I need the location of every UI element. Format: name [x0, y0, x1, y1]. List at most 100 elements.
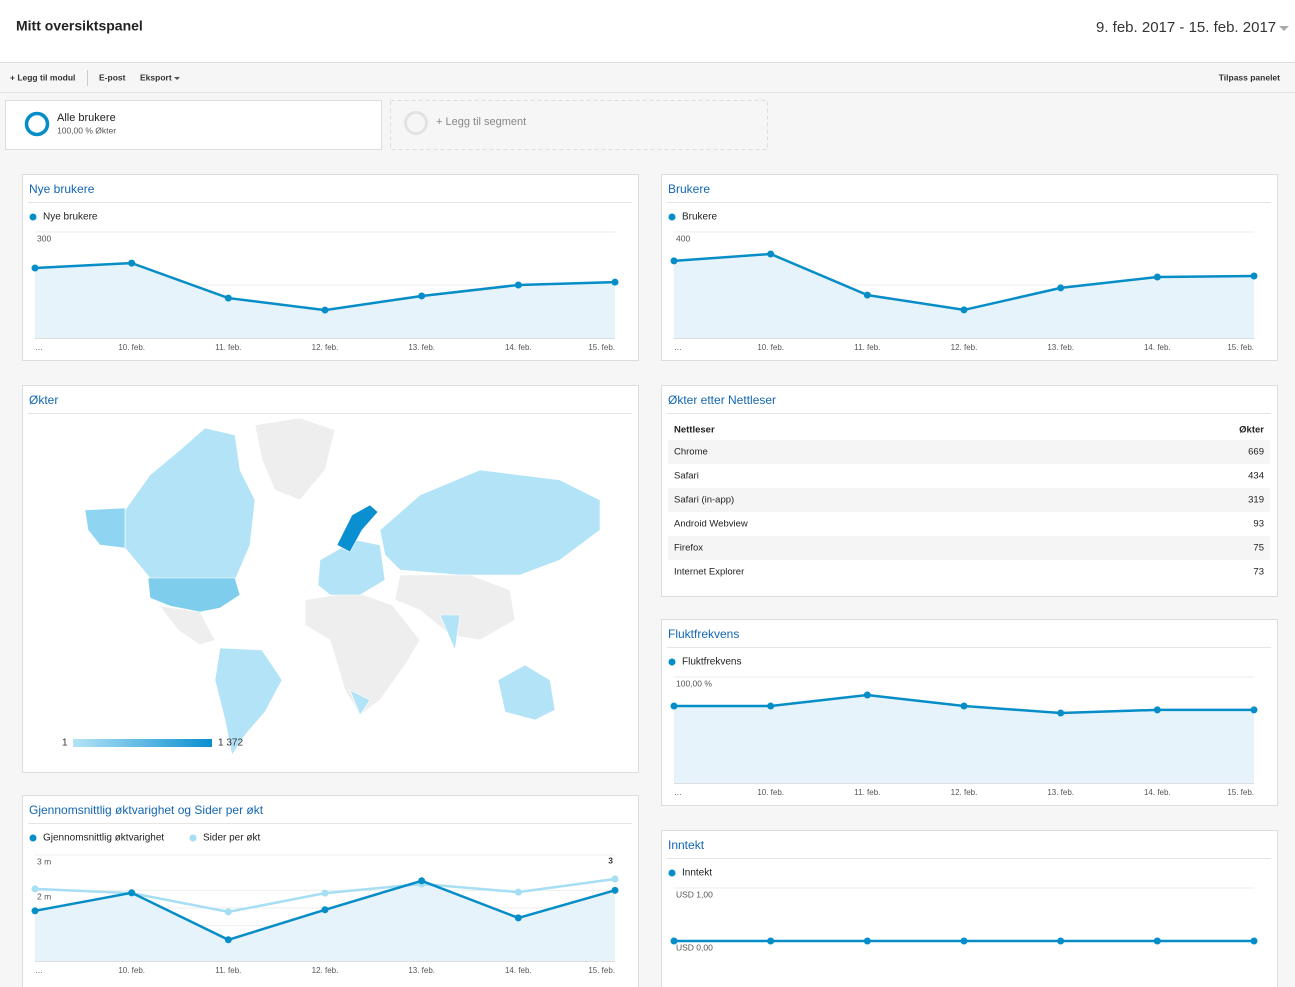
point [611, 886, 619, 894]
y-tick-label: 2 m [37, 892, 51, 902]
table-header: Økter [1239, 425, 1264, 436]
x-tick-label: … [35, 966, 43, 975]
x-tick-label: 13. feb. [408, 343, 435, 352]
point [960, 702, 968, 710]
table-row [668, 536, 1270, 560]
segment-card[interactable] [5, 100, 382, 150]
table-cell: 319 [1248, 495, 1264, 506]
card-title: Brukere [668, 182, 710, 196]
table-cell: 75 [1253, 543, 1264, 554]
point [224, 936, 232, 944]
segment-ring [24, 111, 50, 137]
point [1057, 709, 1065, 717]
point [1250, 706, 1258, 714]
x-tick-label: 12. feb. [951, 343, 978, 352]
legend-label: Fluktfrekvens [682, 657, 741, 668]
point [1057, 937, 1065, 945]
point [1250, 272, 1258, 280]
central-america [159, 605, 216, 646]
point [128, 259, 136, 267]
date-range[interactable]: 9. feb. 2017 - 15. feb. 2017 [1096, 19, 1276, 36]
world-map [84, 417, 601, 756]
point [863, 691, 871, 699]
email[interactable]: E-post [99, 72, 126, 82]
table-row [668, 560, 1270, 584]
add-module[interactable]: + Legg til modul [10, 72, 75, 82]
legend-dot [29, 213, 37, 221]
x-tick-label: 10. feb. [757, 343, 784, 352]
y-tick-label: 100,00 % [676, 678, 712, 688]
x-tick-label: 14. feb. [1144, 343, 1171, 352]
usa [147, 577, 241, 613]
x-tick-label: … [35, 343, 43, 352]
export-caret[interactable] [174, 77, 180, 80]
table-cell: Internet Explorer [674, 567, 744, 578]
x-tick-label: 15. feb. [588, 966, 615, 975]
x-tick-label: 13. feb. [408, 966, 435, 975]
point [670, 937, 678, 945]
legend-dot [668, 869, 676, 877]
add-segment[interactable]: + Legg til segment [436, 116, 526, 128]
legend-label: Gjennomsnittlig øktvarighet [43, 833, 164, 844]
area [35, 880, 615, 961]
x-tick-label: 12. feb. [312, 966, 339, 975]
card-title: Nye brukere [29, 182, 95, 196]
x-tick-label: 10. feb. [118, 343, 145, 352]
point [418, 292, 426, 300]
point [960, 937, 968, 945]
x-tick-label: … [674, 343, 682, 352]
x-tick-label: 14. feb. [505, 966, 532, 975]
y-tick-label: USD 0,00 [676, 942, 713, 952]
point [224, 908, 232, 916]
card-title: Inntekt [668, 838, 705, 852]
x-tick-label: 15. feb. [1227, 343, 1254, 352]
y-tick-label: 400 [676, 233, 690, 243]
point [514, 281, 522, 289]
asia [394, 574, 516, 641]
point [1153, 273, 1161, 281]
australia [497, 664, 556, 721]
point [863, 937, 871, 945]
x-tick-label: 14. feb. [505, 343, 532, 352]
x-tick-label: 11. feb. [215, 966, 241, 975]
south-africa [349, 689, 371, 716]
greenland [254, 417, 336, 501]
segment-name: Alle brukere [57, 112, 116, 124]
add-segment-card[interactable] [390, 100, 768, 150]
map-legend-gradient [73, 739, 212, 747]
europe [317, 539, 386, 596]
table-cell: 73 [1253, 567, 1264, 578]
x-tick-label: 12. feb. [951, 788, 978, 797]
x-tick-label: 14. feb. [1144, 788, 1171, 797]
alaska [84, 507, 126, 549]
x-tick-label: 15. feb. [1227, 788, 1254, 797]
legend-label: Brukere [682, 212, 717, 223]
point [767, 702, 775, 710]
india [439, 614, 461, 652]
point [670, 257, 678, 265]
point [1057, 284, 1065, 292]
legend-dot [29, 834, 37, 842]
point [418, 877, 426, 885]
table-header: Nettleser [674, 425, 715, 436]
point [514, 888, 522, 896]
y-tick-label: 300 [37, 233, 51, 243]
norway [336, 504, 379, 553]
point [1153, 706, 1161, 714]
point [863, 291, 871, 299]
x-tick-label: 13. feb. [1047, 788, 1074, 797]
point [611, 278, 619, 286]
customize[interactable]: Tilpass panelet [1219, 72, 1280, 82]
map-legend-max: 1 372 [218, 738, 243, 749]
export[interactable]: Eksport [140, 72, 172, 82]
africa [304, 591, 421, 716]
date-caret[interactable] [1279, 26, 1289, 31]
table-cell: Firefox [674, 543, 703, 554]
legend-label: Sider per økt [203, 833, 260, 844]
point [767, 937, 775, 945]
page-title: Mitt oversiktspanel [16, 18, 143, 34]
legend-dot [668, 213, 676, 221]
table-cell: 669 [1248, 447, 1264, 458]
x-tick-label: 10. feb. [757, 788, 784, 797]
